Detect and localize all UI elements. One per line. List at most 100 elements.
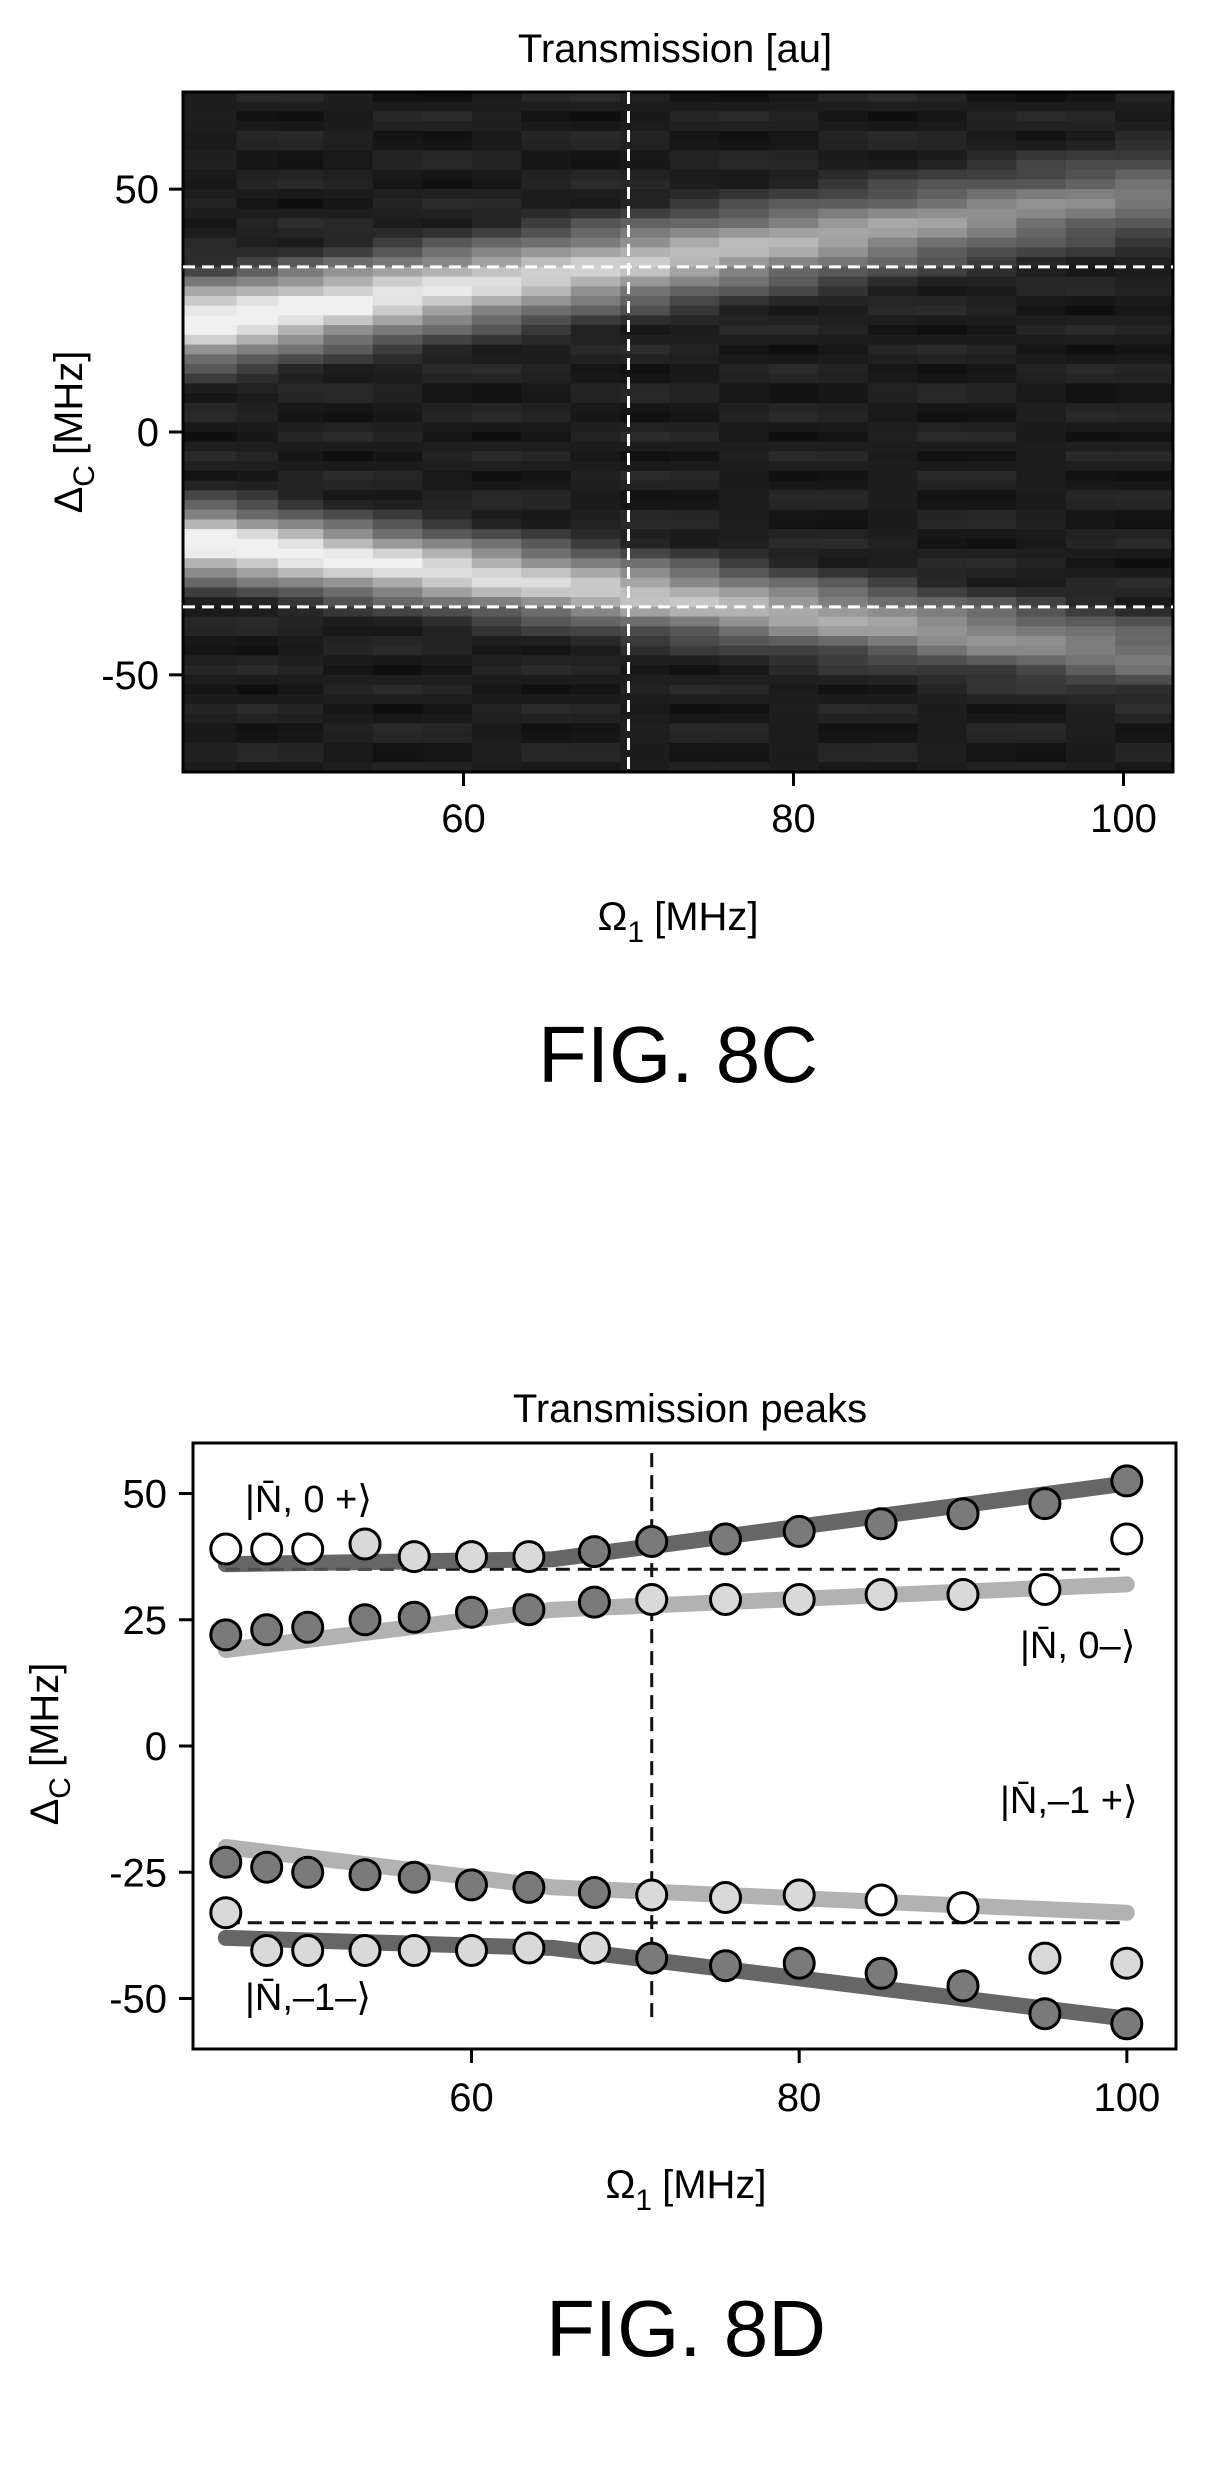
heatmap-cell <box>323 597 374 608</box>
heatmap-cell <box>1065 665 1116 676</box>
heatmap-cell <box>277 92 324 103</box>
heatmap-cell <box>372 315 423 326</box>
heatmap-cell <box>277 169 324 180</box>
heatmap-cell <box>719 655 770 666</box>
heatmap-cell <box>236 490 279 501</box>
heatmap-cell <box>277 121 324 132</box>
heatmap-cell <box>1016 92 1067 103</box>
heatmap-cell <box>277 354 324 365</box>
heatmap-cell <box>323 742 374 754</box>
heatmap-cell <box>966 432 1017 443</box>
heatmap-cell <box>1115 597 1174 608</box>
heatmap-cell <box>323 344 374 355</box>
heatmap-cell <box>669 218 720 229</box>
heatmap-cell <box>277 558 324 569</box>
heatmap-cell <box>1016 548 1067 559</box>
heatmap-cell <box>1065 461 1116 472</box>
heatmap-cell <box>867 354 918 365</box>
heatmap-cell <box>183 276 238 287</box>
heatmap-cell <box>372 383 423 394</box>
heatmap-cell <box>422 101 473 112</box>
heatmap-cell <box>372 742 423 754</box>
scatter-point <box>577 1876 611 1909</box>
heatmap-cell <box>471 432 522 443</box>
heatmap-cell <box>669 121 720 132</box>
heatmap-cell <box>669 160 720 171</box>
heatmap-cell <box>1065 636 1116 647</box>
heatmap-cell <box>277 636 324 647</box>
heatmap-cell <box>183 529 238 540</box>
heatmap-title: Transmission [au] <box>518 27 832 71</box>
heatmap-cell <box>236 742 279 754</box>
heatmap-cell <box>570 752 621 763</box>
heatmap-cell <box>917 111 968 122</box>
heatmap-cell <box>471 674 522 686</box>
heatmap-cell <box>277 325 324 336</box>
heatmap-cell <box>966 373 1017 384</box>
heatmap-cell <box>236 733 279 744</box>
heatmap-cell <box>1115 344 1174 355</box>
heatmap-cell <box>1065 684 1116 695</box>
heatmap-cell <box>917 179 968 190</box>
heatmap-cell <box>183 684 238 695</box>
heatmap-cell <box>277 684 324 695</box>
heatmap-cell <box>422 626 473 637</box>
scatter-fit-line <box>217 1475 1135 1573</box>
heatmap-cell <box>719 393 770 404</box>
heatmap-cell <box>183 364 238 375</box>
heatmap-cell <box>323 130 374 142</box>
heatmap-cell <box>570 762 621 773</box>
heatmap-cell <box>236 577 279 588</box>
heatmap-cell <box>1115 655 1174 666</box>
heatmap-cell <box>570 674 621 686</box>
heatmap-cell <box>867 286 918 297</box>
heatmap-cell <box>1016 296 1067 307</box>
heatmap-cell <box>323 441 374 452</box>
heatmap-cell <box>620 364 671 375</box>
heatmap-cell <box>669 364 720 375</box>
heatmap-cell <box>669 713 720 724</box>
heatmap-cell <box>620 461 671 472</box>
heatmap-cell <box>1115 626 1174 637</box>
heatmap-cell <box>917 538 968 550</box>
heatmap-cell <box>620 383 671 394</box>
scatter-xlabel-main: Ω <box>605 2163 635 2207</box>
heatmap-cell <box>917 529 968 540</box>
heatmap-cell <box>323 354 374 365</box>
heatmap-cell <box>471 383 522 394</box>
scatter-point <box>291 1610 325 1644</box>
heatmap-cell <box>521 412 572 423</box>
heatmap-cell <box>1065 218 1116 229</box>
heatmap-cell <box>323 577 374 588</box>
heatmap-ylabel-unit: [MHz] <box>47 351 91 455</box>
heatmap-cell <box>1065 529 1116 540</box>
heatmap-cell <box>966 558 1017 569</box>
heatmap-cell <box>422 529 473 540</box>
heatmap-cell <box>570 742 621 754</box>
heatmap-cell <box>570 364 621 375</box>
heatmap-cell <box>236 752 279 763</box>
heatmap-cell <box>236 500 279 511</box>
heatmap-cell <box>917 325 968 336</box>
heatmap-cell <box>669 198 720 210</box>
heatmap-cell <box>471 286 522 297</box>
heatmap-cell <box>277 247 324 258</box>
heatmap-cell <box>236 422 279 433</box>
heatmap-cell <box>867 723 918 734</box>
heatmap-cell <box>1065 674 1116 686</box>
heatmap-cell <box>1115 723 1174 734</box>
heatmap-cell <box>719 140 770 151</box>
heatmap-cell <box>620 325 671 336</box>
heatmap-cell <box>277 509 324 520</box>
heatmap-cell <box>422 587 473 598</box>
heatmap-cell <box>867 179 918 190</box>
heatmap-cell <box>768 674 819 686</box>
heatmap-cell <box>867 665 918 676</box>
heatmap-cells <box>183 92 1174 773</box>
heatmap-cell <box>867 655 918 666</box>
heatmap-cell <box>620 529 671 540</box>
heatmap-cell <box>1115 674 1174 686</box>
scatter-fit-line <box>217 1839 1135 1921</box>
heatmap-cell <box>323 286 374 297</box>
heatmap-cell <box>620 130 671 142</box>
